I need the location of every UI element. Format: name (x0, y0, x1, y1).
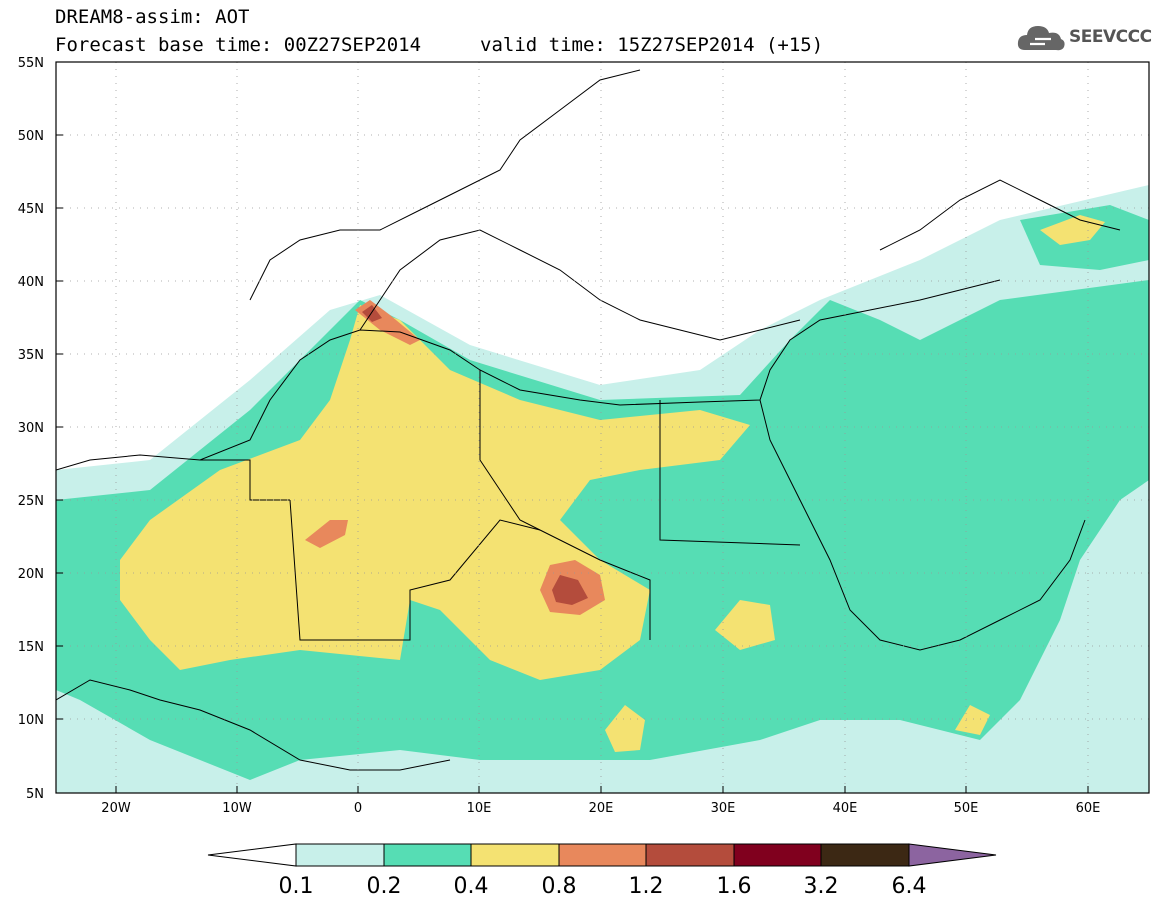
colorbar-label: 0.4 (454, 874, 489, 899)
map-title: DREAM8-assim: AOT (55, 6, 250, 28)
cloud-icon (1017, 26, 1065, 51)
lat-label: 5N (26, 787, 44, 802)
lat-label: 10N (18, 713, 44, 728)
lon-label: 30E (711, 801, 736, 816)
coastlines (56, 69, 1121, 771)
colorbar-label: 1.2 (629, 874, 664, 899)
lat-label: 45N (18, 202, 44, 217)
lon-label: 10E (467, 801, 492, 816)
lon-label: 50E (954, 801, 979, 816)
colorbar-swatch (820, 843, 910, 867)
aot-band-0.4-patch (715, 600, 775, 650)
lat-label: 40N (18, 275, 44, 290)
lon-label: 60E (1076, 801, 1101, 816)
aot-fields (56, 62, 1149, 793)
lon-label: 20E (589, 801, 614, 816)
colorbar: 0.1 0.2 0.4 0.8 1.2 1.6 3.2 6.4 (207, 843, 997, 899)
colorbar-label: 3.2 (804, 874, 839, 899)
lat-label: 50N (18, 129, 44, 144)
colorbar-high-arrow (908, 843, 997, 867)
lat-label: 15N (18, 640, 44, 655)
lon-label: 40E (833, 801, 858, 816)
valid-time: valid time: 15Z27SEP2014 (+15) (480, 34, 824, 56)
aot-band-0.4-patch (955, 705, 990, 735)
longitude-labels: 20W 10W 0 10E 20E 30E 40E 50E 60E (101, 801, 1100, 816)
lon-label: 20W (101, 801, 131, 816)
colorbar-swatch (733, 843, 822, 867)
lat-label: 30N (18, 421, 44, 436)
axis-ticks (56, 61, 1089, 794)
aot-band-1.2 (362, 305, 382, 322)
graticule (56, 62, 1149, 793)
lat-label: 35N (18, 348, 44, 363)
forecast-base-time: Forecast base time: 00Z27SEP2014 (55, 34, 422, 56)
seevccc-logo: SEEVCCC (1015, 20, 1152, 54)
latitude-labels: 55N 50N 45N 40N 35N 30N 25N 20N 15N 10N … (18, 56, 44, 802)
aot-band-1.2 (552, 575, 588, 605)
lat-label: 20N (18, 567, 44, 582)
lat-label: 55N (18, 56, 44, 71)
colorbar-label: 0.2 (367, 874, 402, 899)
colorbar-low-arrow (207, 843, 297, 867)
colorbar-swatch (383, 843, 472, 867)
lat-label: 25N (18, 494, 44, 509)
lon-label: 0 (354, 801, 362, 816)
aot-band-0.4-patch (605, 705, 645, 752)
colorbar-label: 0.8 (542, 874, 577, 899)
colorbar-swatch (470, 843, 560, 867)
colorbar-label: 1.6 (717, 874, 752, 899)
colorbar-swatch (295, 843, 385, 867)
colorbar-swatch (645, 843, 735, 867)
colorbar-label: 6.4 (892, 874, 927, 899)
logo-text: SEEVCCC (1069, 27, 1152, 47)
colorbar-swatch (558, 843, 647, 867)
lon-label: 10W (222, 801, 252, 816)
colorbar-label: 0.1 (279, 874, 314, 899)
aot-band-0.8 (305, 520, 348, 548)
